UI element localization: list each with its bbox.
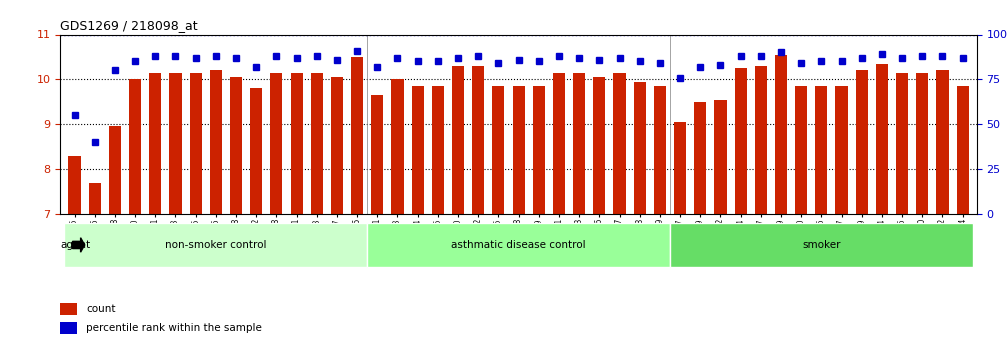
- Bar: [109, 127, 121, 214]
- Bar: [60, 303, 77, 315]
- Bar: [734, 68, 746, 214]
- Bar: [68, 156, 81, 214]
- Bar: [89, 183, 101, 214]
- Bar: [553, 72, 565, 214]
- Bar: [674, 122, 686, 214]
- Text: agent: agent: [60, 240, 91, 250]
- Bar: [694, 102, 706, 214]
- FancyBboxPatch shape: [64, 223, 368, 267]
- Bar: [513, 86, 525, 214]
- Bar: [775, 55, 787, 214]
- Bar: [169, 72, 181, 214]
- Text: non-smoker control: non-smoker control: [165, 240, 267, 250]
- Bar: [129, 79, 141, 214]
- Bar: [432, 86, 444, 214]
- Bar: [452, 66, 464, 214]
- Bar: [654, 86, 666, 214]
- Text: smoker: smoker: [803, 240, 841, 250]
- Bar: [230, 77, 242, 214]
- FancyArrow shape: [73, 238, 85, 252]
- Bar: [189, 72, 201, 214]
- Bar: [633, 82, 645, 214]
- Bar: [816, 86, 828, 214]
- Bar: [593, 77, 605, 214]
- Text: percentile rank within the sample: percentile rank within the sample: [86, 323, 262, 333]
- FancyBboxPatch shape: [368, 223, 670, 267]
- Bar: [412, 86, 424, 214]
- Bar: [796, 86, 808, 214]
- Bar: [876, 64, 888, 214]
- Bar: [60, 322, 77, 334]
- Text: GDS1269 / 218098_at: GDS1269 / 218098_at: [60, 19, 198, 32]
- Bar: [392, 79, 404, 214]
- Bar: [755, 66, 767, 214]
- Text: count: count: [86, 304, 116, 314]
- Bar: [896, 72, 908, 214]
- Bar: [613, 72, 625, 214]
- Bar: [270, 72, 282, 214]
- Bar: [250, 88, 262, 214]
- Bar: [372, 95, 384, 214]
- Bar: [472, 66, 484, 214]
- Bar: [311, 72, 323, 214]
- Bar: [856, 70, 868, 214]
- Bar: [836, 86, 848, 214]
- Bar: [916, 72, 928, 214]
- Bar: [937, 70, 949, 214]
- Bar: [209, 70, 222, 214]
- Bar: [573, 72, 585, 214]
- Bar: [957, 86, 969, 214]
- Text: asthmatic disease control: asthmatic disease control: [451, 240, 586, 250]
- Bar: [149, 72, 161, 214]
- Bar: [533, 86, 545, 214]
- Bar: [291, 72, 303, 214]
- Bar: [492, 86, 505, 214]
- Bar: [714, 99, 726, 214]
- FancyBboxPatch shape: [670, 223, 973, 267]
- Bar: [331, 77, 343, 214]
- Bar: [351, 57, 364, 214]
